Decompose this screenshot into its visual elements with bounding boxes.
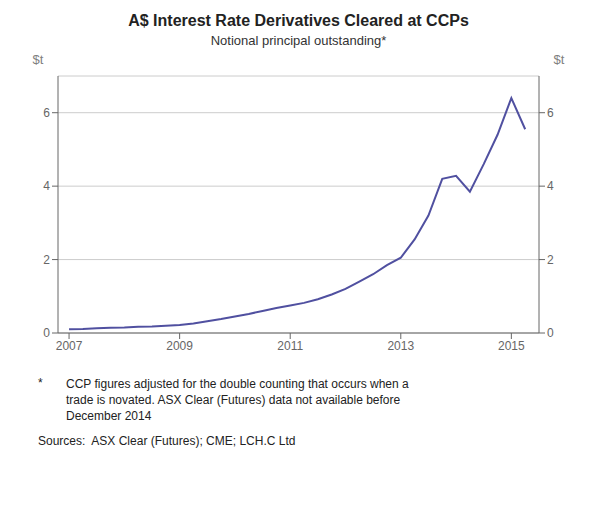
svg-text:4: 4	[547, 179, 554, 193]
svg-text:4: 4	[43, 179, 50, 193]
svg-text:2007: 2007	[56, 339, 83, 353]
svg-text:6: 6	[43, 106, 50, 120]
svg-text:$t: $t	[33, 52, 44, 67]
svg-text:2009: 2009	[166, 339, 193, 353]
svg-text:0: 0	[547, 326, 554, 340]
svg-text:0: 0	[43, 326, 50, 340]
html-text:Sources: ASX Clear (Futures);: Sources: ASX Clear (Futures); CME; LCH.C…	[38, 434, 296, 448]
svg-text:$t: $t	[554, 52, 565, 67]
svg-text:6: 6	[547, 106, 554, 120]
svg-text:2: 2	[547, 253, 554, 267]
html-text:CCP figures adjusted for the d: CCP figures adjusted for the double coun…	[66, 377, 409, 423]
html-text:A$ Interest Rate Derivatives C: A$ Interest Rate Derivatives Cleared at …	[128, 12, 469, 29]
svg-text:2015: 2015	[498, 339, 525, 353]
svg-text:2011: 2011	[277, 339, 303, 353]
svg-text:2013: 2013	[387, 339, 414, 353]
html-text:Notional principal outstanding: Notional principal outstanding*	[210, 33, 387, 48]
svg-text:2: 2	[43, 253, 50, 267]
